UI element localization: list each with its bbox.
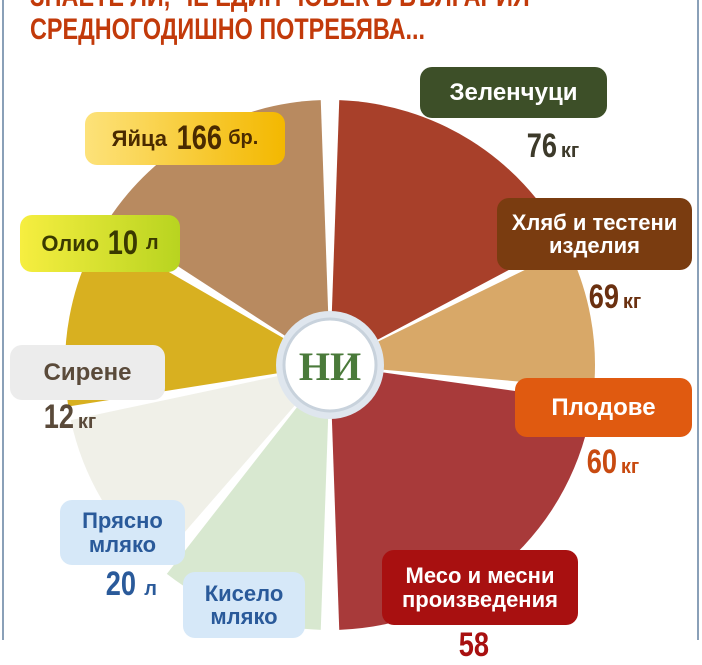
fresh-milk-label: Прясно мляко: [60, 500, 185, 565]
vegetables-label: Зеленчуци: [420, 67, 607, 118]
bread-value: 69 кг: [588, 278, 642, 316]
meat-value: 58: [458, 626, 490, 664]
wedge-eggs: [107, 100, 331, 365]
bread-label: Хляб и тестени изделия: [497, 198, 692, 270]
oil-label: Олио 10 л: [20, 215, 180, 272]
cheese-label: Сирене: [10, 345, 165, 400]
yogurt-label: Кисело мляко: [183, 572, 305, 638]
wedge-yogurt: [166, 365, 330, 630]
cheese-value: 12 кг: [43, 398, 97, 436]
logo: НИ: [299, 344, 361, 389]
vegetables-value: 76 кг: [526, 127, 580, 165]
frame: [2, 0, 699, 640]
wedge-vegetables: [330, 100, 564, 365]
fruits-label: Плодове: [515, 378, 692, 437]
meat-label: Месо и месни произведения: [382, 550, 578, 625]
fresh-milk-value: 20 л: [105, 565, 157, 603]
fruits-value: 60 кг: [586, 443, 640, 481]
title-line-1: ЗНАЕТЕ ЛИ, ЧЕ ЕДИН ЧОВЕК В БЪЛГАРИЯ: [30, 0, 530, 14]
eggs-label: Яйца 166 бр.: [85, 112, 285, 165]
title-line-2: СРЕДНОГОДИШНО ПОТРЕБЯВА...: [30, 13, 426, 46]
wedge-bread: [330, 248, 595, 389]
